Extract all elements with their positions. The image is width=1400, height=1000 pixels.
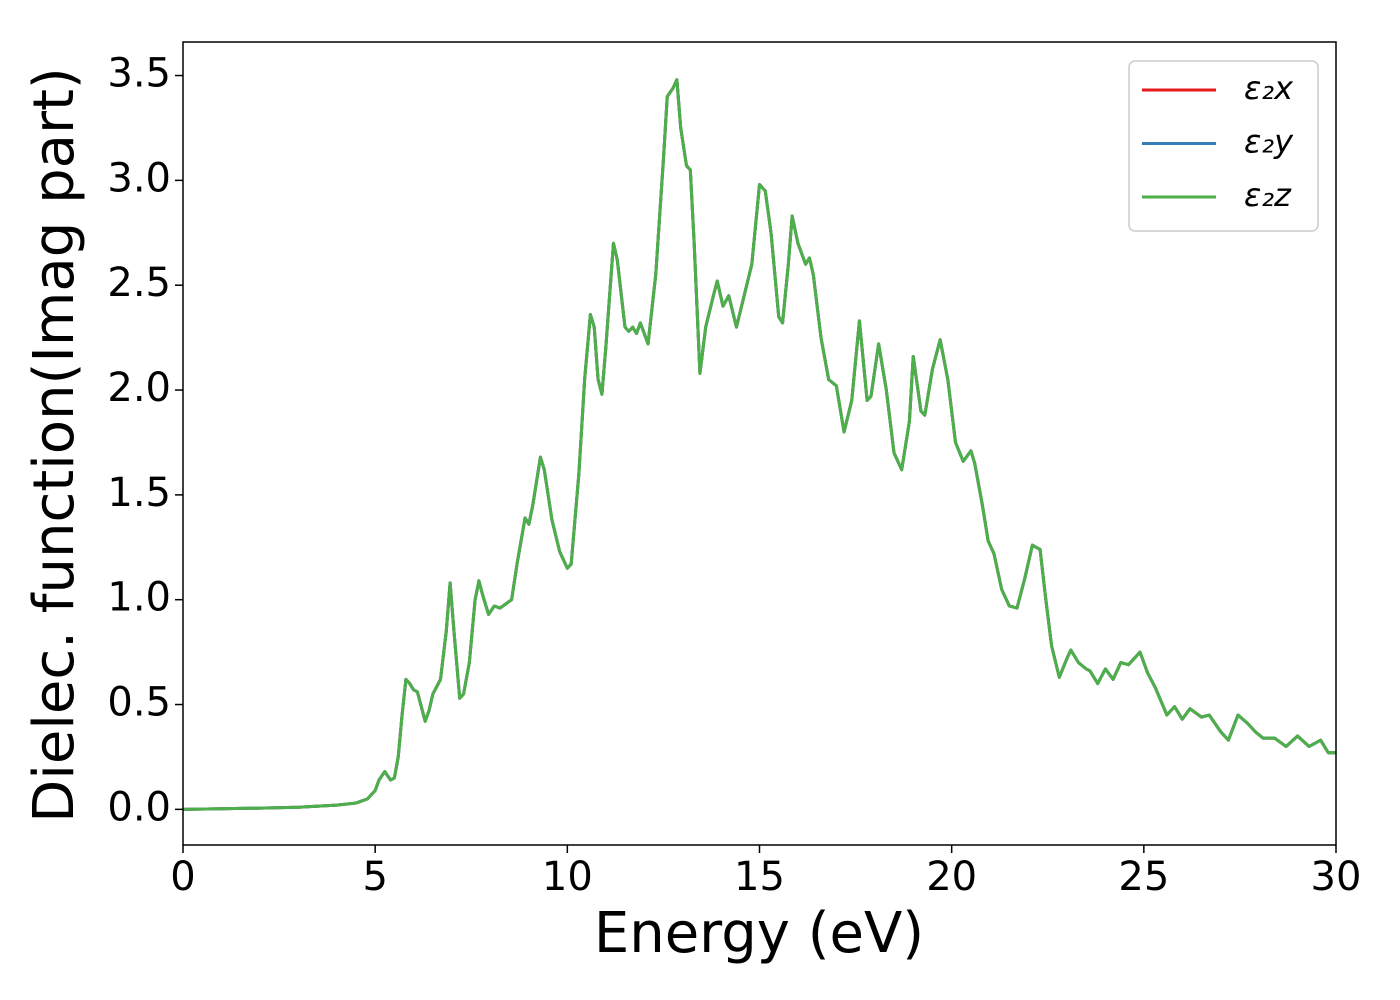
legend-label: ε₂z [1244, 176, 1292, 214]
x-tick-label: 15 [734, 854, 785, 900]
data-line [182, 78, 1336, 811]
legend-box [1128, 60, 1319, 232]
x-tick-label: 5 [362, 854, 387, 900]
y-tick-label: 1.5 [107, 470, 171, 516]
y-tick-label: 3.0 [107, 155, 171, 201]
legend-label: ε₂x [1244, 69, 1294, 107]
x-axis-label: Energy (eV) [594, 901, 924, 966]
y-tick-label: 0.5 [107, 680, 171, 726]
y-tick-label: 2.0 [107, 365, 171, 411]
y-tick-label: 1.0 [107, 575, 171, 621]
x-tick-label: 25 [1118, 854, 1169, 900]
plot-frame [182, 41, 1337, 846]
x-tick-label: 20 [926, 854, 977, 900]
y-axis-label: Dielec. function(Imag part) [22, 67, 87, 823]
y-tick-label: 2.5 [107, 260, 171, 306]
x-tick-label: 0 [170, 854, 195, 900]
x-tick-label: 30 [1311, 854, 1362, 900]
y-tick-label: 0.0 [107, 784, 171, 830]
legend-label: ε₂y [1244, 123, 1294, 161]
x-tick-label: 10 [542, 854, 593, 900]
y-tick-label: 3.5 [107, 51, 171, 97]
